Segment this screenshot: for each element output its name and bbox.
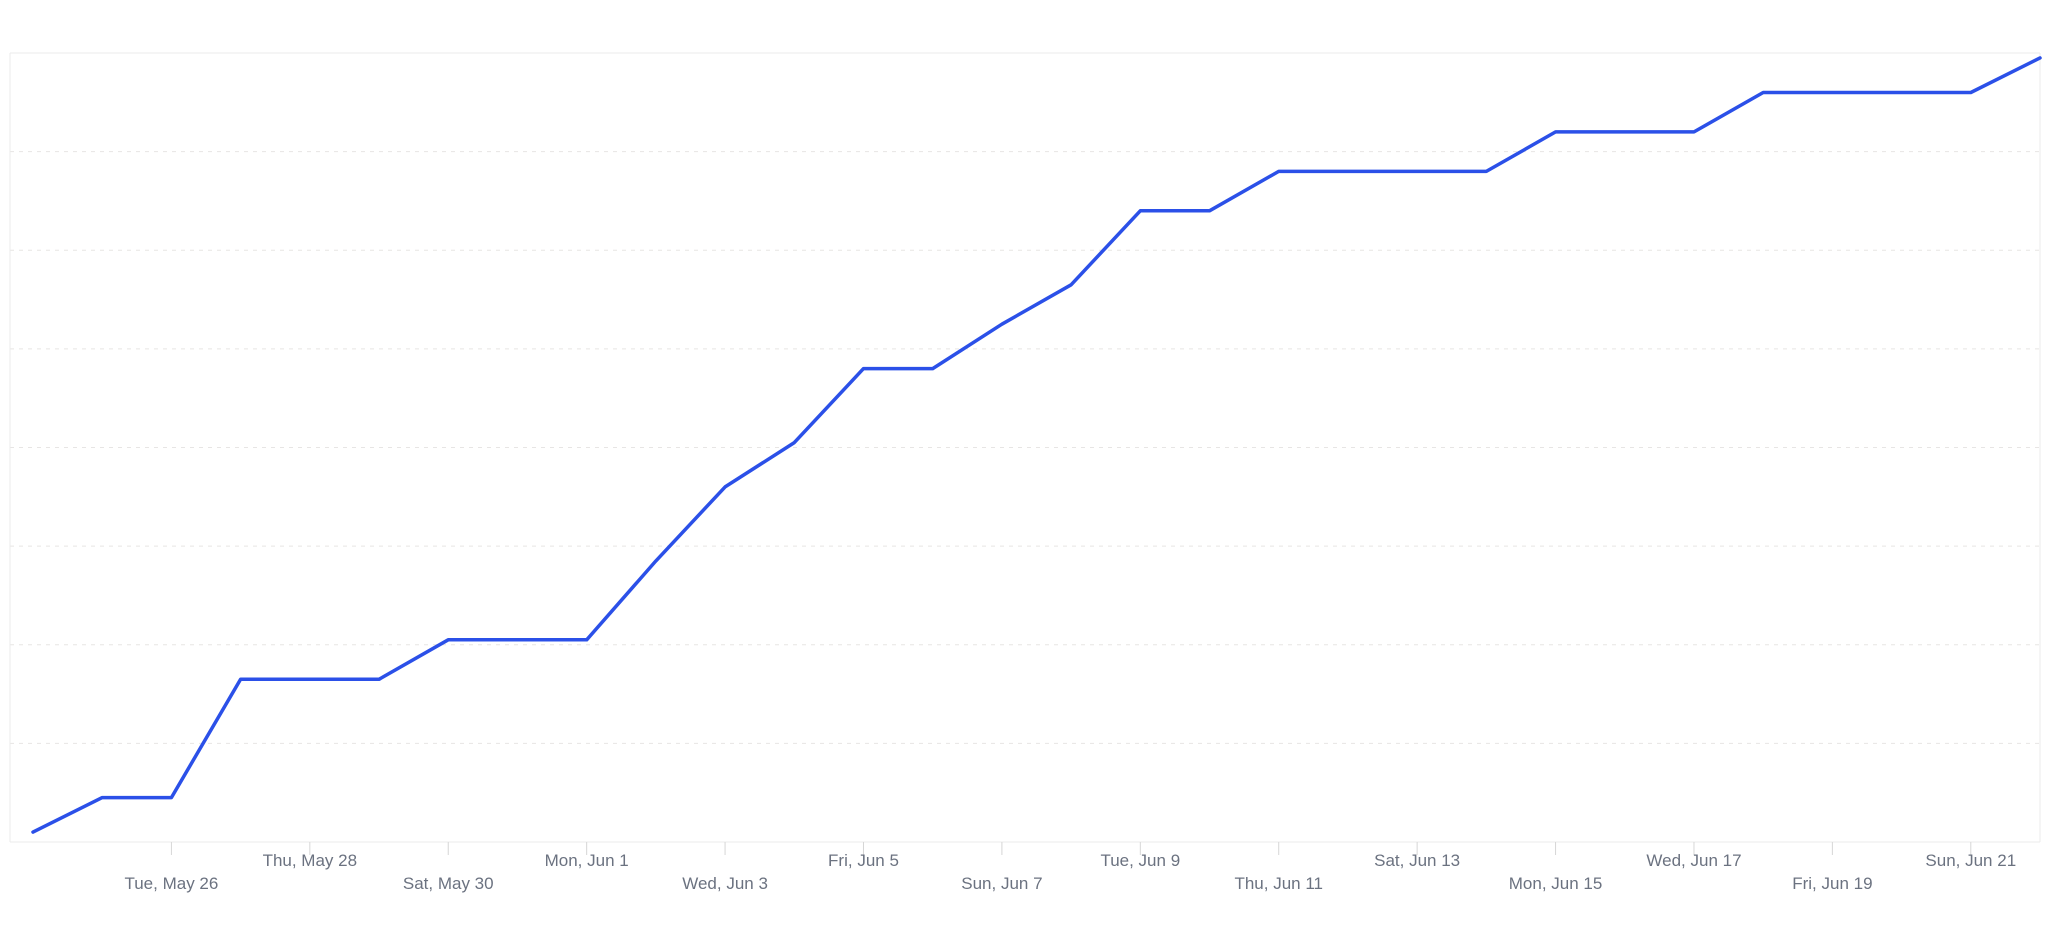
series-line[interactable] [31, 56, 2042, 834]
x-axis-label: Wed, Jun 17 [1646, 851, 1741, 870]
x-axis-label: Sat, Jun 13 [1374, 851, 1460, 870]
x-axis-label: Thu, Jun 11 [1234, 874, 1323, 893]
x-axis-label: Fri, Jun 5 [828, 851, 899, 870]
x-axis-label: Wed, Jun 3 [682, 874, 768, 893]
x-axis-label: Sun, Jun 21 [1925, 851, 2016, 870]
x-axis-label: Tue, May 26 [124, 874, 218, 893]
x-axis-label: Fri, Jun 19 [1792, 874, 1872, 893]
x-axis-label: Mon, Jun 1 [545, 851, 629, 870]
x-axis-label: Thu, May 28 [263, 851, 358, 870]
x-axis-label: Mon, Jun 15 [1509, 874, 1603, 893]
x-axis-label: Sun, Jun 7 [961, 874, 1042, 893]
x-axis-label: Tue, Jun 9 [1100, 851, 1180, 870]
x-axis-label: Sat, May 30 [403, 874, 494, 893]
